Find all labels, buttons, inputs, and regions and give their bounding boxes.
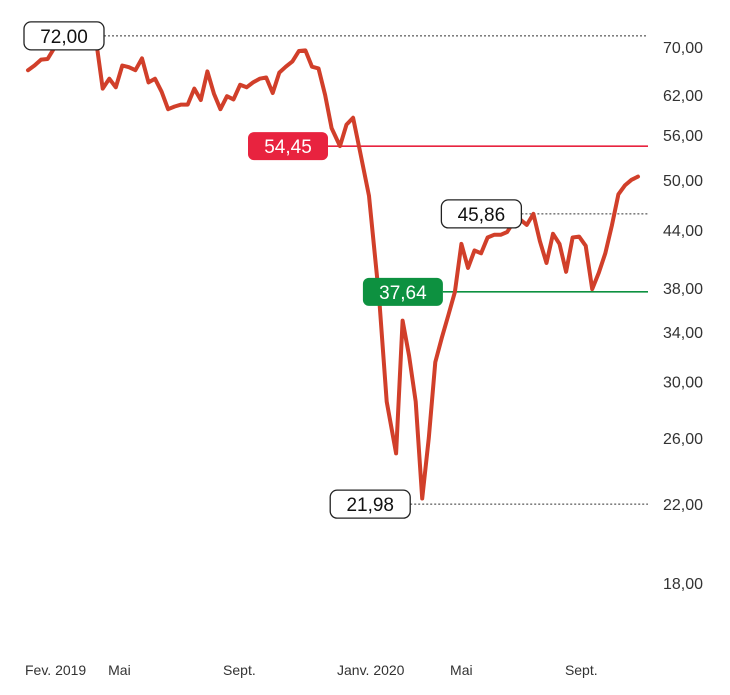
value-label-box (23, 21, 105, 51)
value-label: 21,98 (329, 489, 411, 519)
value-label: 37,64 (362, 277, 443, 306)
y-tick-label: 50,00 (663, 173, 703, 190)
reference-lines (104, 35, 648, 505)
y-tick-label: 22,00 (663, 497, 703, 514)
y-tick-label: 62,00 (663, 88, 703, 105)
y-tick-label: 34,00 (663, 325, 703, 342)
value-label: 45,86 (440, 199, 523, 229)
y-tick-label: 18,00 (663, 576, 703, 593)
value-label: 72,00 (23, 21, 105, 51)
value-label-text: 72,00 (40, 27, 88, 48)
y-tick-label: 70,00 (663, 40, 703, 57)
series-layer (26, 31, 640, 501)
y-tick-label: 44,00 (663, 223, 703, 240)
y-axis: 70,00 62,00 56,00 50,00 44,00 38,00 34,00 30,00… (663, 40, 703, 593)
y-tick-label: 56,00 (663, 128, 703, 145)
value-labels: 72,00 54,45 45,86 37,64 21,98 (23, 21, 523, 519)
x-tick-label: Mai (450, 662, 473, 678)
value-label-text: 21,98 (346, 495, 394, 516)
value-label-text: 54,45 (264, 137, 312, 158)
value-label: 54,45 (248, 132, 329, 161)
x-tick-label: Sept. (223, 662, 256, 678)
value-label-text: 45,86 (458, 205, 506, 226)
value-label-box (440, 199, 523, 229)
x-tick-label: Sept. (565, 662, 598, 678)
x-tick-label: Fev. 2019 (25, 662, 86, 678)
value-label-box (329, 489, 411, 519)
value-label-text: 37,64 (379, 283, 427, 304)
y-tick-label: 26,00 (663, 431, 703, 448)
x-axis: Fev. 2019 Mai Sept. Janv. 2020 Mai Sept. (25, 662, 598, 678)
price-line (26, 31, 640, 501)
value-label-box (248, 132, 329, 161)
x-tick-label: Mai (108, 662, 131, 678)
y-tick-label: 38,00 (663, 281, 703, 298)
value-label-box (362, 277, 443, 306)
x-tick-label: Janv. 2020 (337, 662, 405, 678)
y-tick-label: 30,00 (663, 374, 703, 391)
